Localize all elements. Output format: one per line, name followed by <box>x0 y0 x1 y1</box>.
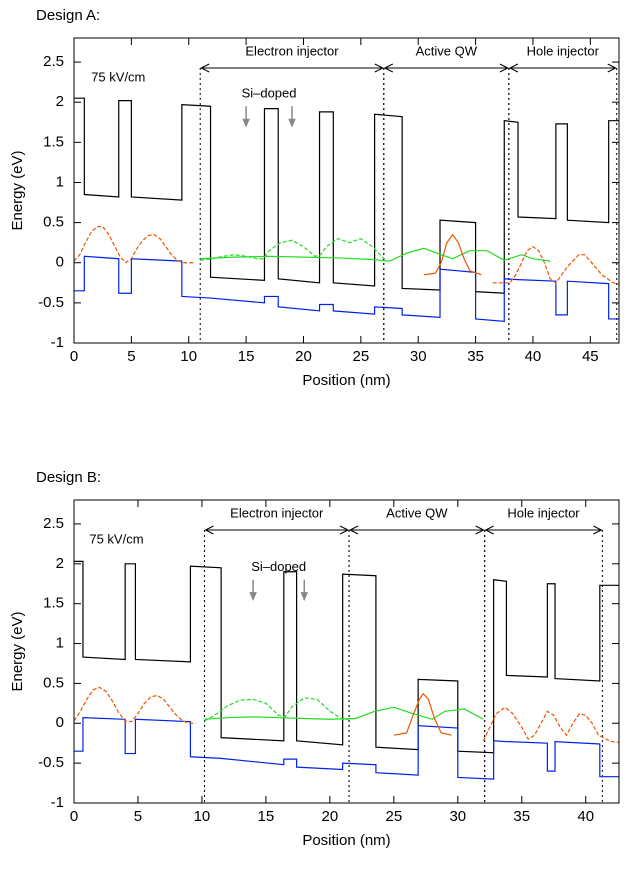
arrow-head <box>499 63 509 73</box>
band-line <box>204 697 350 722</box>
x-tick-label: 0 <box>70 348 78 365</box>
band-line <box>74 560 619 754</box>
arrow-head <box>204 525 214 535</box>
band-line <box>393 692 452 736</box>
y-tick-label: 2.5 <box>43 515 64 532</box>
annotation: Si–doped <box>251 559 306 574</box>
region-label: Electron injector <box>245 43 339 58</box>
band-line <box>74 255 619 322</box>
arrow-head <box>288 118 296 128</box>
band-line <box>200 237 385 261</box>
band-line <box>204 706 484 720</box>
x-tick-label: 25 <box>385 808 402 825</box>
x-tick-label: 30 <box>449 808 466 825</box>
arrow-head <box>383 63 394 73</box>
annotation: Si–doped <box>242 86 297 101</box>
arrow-head <box>374 63 384 73</box>
x-tick-label: 20 <box>322 808 339 825</box>
arrow-head <box>339 525 350 535</box>
y-tick-label: -0.5 <box>38 754 64 771</box>
x-axis-label: Position (nm) <box>302 832 390 849</box>
x-tick-label: 20 <box>295 348 312 365</box>
x-tick-label: 30 <box>410 348 427 365</box>
x-tick-label: 5 <box>134 808 142 825</box>
x-tick-label: 25 <box>352 348 369 365</box>
region-label: Hole injector <box>507 505 580 520</box>
annotation: 75 kV/cm <box>89 531 143 546</box>
y-tick-label: 2.5 <box>43 53 64 70</box>
y-tick-label: 1.5 <box>43 133 64 150</box>
y-tick-label: 1 <box>56 634 64 651</box>
band-line <box>74 97 619 294</box>
x-tick-label: 10 <box>180 348 197 365</box>
y-tick-label: 2 <box>56 555 64 572</box>
arrow-head <box>475 525 485 535</box>
y-axis-label: Energy (eV) <box>9 150 26 230</box>
x-tick-label: 45 <box>582 348 599 365</box>
plot-frame <box>73 37 620 344</box>
arrow-head <box>200 63 210 73</box>
y-tick-label: 0 <box>56 254 64 271</box>
y-axis-label: Energy (eV) <box>9 611 26 691</box>
x-tick-label: 35 <box>467 348 484 365</box>
region-label: Active QW <box>386 505 448 520</box>
y-tick-label: 1 <box>56 173 64 190</box>
x-tick-label: 40 <box>577 808 594 825</box>
plot-frame <box>73 499 620 804</box>
arrow-head <box>300 592 309 601</box>
panel-title: Design B: <box>36 469 101 486</box>
x-tick-label: 40 <box>525 348 542 365</box>
band-line <box>482 706 620 743</box>
y-tick-label: 1.5 <box>43 595 64 612</box>
y-tick-label: -0.5 <box>38 294 64 311</box>
arrow-head <box>249 592 257 601</box>
band-line <box>73 226 195 264</box>
arrow-head <box>484 525 494 535</box>
arrow-head <box>242 118 250 128</box>
band-line <box>74 717 619 780</box>
arrow-head <box>508 63 519 73</box>
x-tick-label: 5 <box>127 348 135 365</box>
arrow-head <box>607 63 617 73</box>
y-tick-label: 0 <box>56 714 64 731</box>
band-line <box>423 233 482 276</box>
x-tick-label: 15 <box>238 348 255 365</box>
x-axis-label: Position (nm) <box>302 372 390 389</box>
region-label: Hole injector <box>527 43 600 58</box>
panel-title: Design A: <box>36 7 100 24</box>
y-tick-label: 0.5 <box>43 214 64 231</box>
annotation: 75 kV/cm <box>91 70 145 85</box>
band-line <box>200 247 551 262</box>
region-label: Electron injector <box>230 505 324 520</box>
arrow-head <box>593 525 603 535</box>
x-tick-label: 35 <box>513 808 530 825</box>
y-tick-label: 2 <box>56 93 64 110</box>
band-line <box>492 245 620 285</box>
x-tick-label: 0 <box>70 808 78 825</box>
x-tick-label: 10 <box>194 808 211 825</box>
arrow-head <box>348 525 359 535</box>
x-tick-label: 15 <box>258 808 275 825</box>
y-tick-label: 0.5 <box>43 674 64 691</box>
y-tick-label: -1 <box>51 794 64 811</box>
y-tick-label: -1 <box>51 334 64 351</box>
region-label: Active QW <box>416 43 478 58</box>
band-line <box>73 686 196 724</box>
